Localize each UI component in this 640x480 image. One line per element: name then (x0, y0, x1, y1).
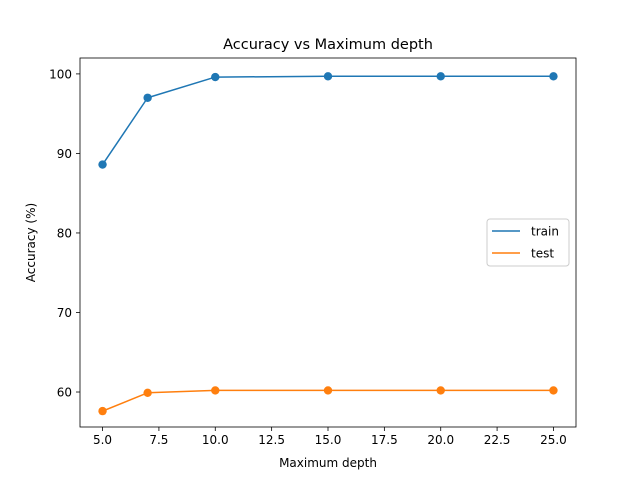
y-tick-label: 70 (57, 306, 72, 320)
train-line (101, 75, 555, 166)
x-tick-label: 22.5 (484, 433, 511, 447)
test-point (98, 406, 107, 416)
y-tick-label: 90 (57, 147, 72, 161)
x-tick-label: 10.0 (202, 433, 229, 447)
x-axis-ticks: 5.0 7.5 10.0 12.5 15.0 17.5 20.0 22.5 25.0 (93, 427, 567, 447)
x-tick-label: 7.5 (149, 433, 168, 447)
y-tick-label: 80 (57, 226, 72, 240)
legend-label-test: test (531, 247, 554, 261)
test-point (436, 386, 445, 395)
series-train (98, 72, 558, 169)
y-tick-label: 100 (49, 67, 72, 81)
train-point (98, 160, 107, 169)
chart-title: Accuracy vs Maximum depth (223, 37, 433, 53)
test-point (549, 386, 558, 395)
plot-frame (79, 57, 577, 428)
y-axis-ticks: 60 70 80 90 100 (49, 67, 80, 400)
y-axis-label: Accuracy (%) (24, 203, 38, 282)
x-tick-label: 20.0 (427, 433, 454, 447)
x-tick-label: 12.5 (258, 433, 285, 447)
series-layer (98, 72, 558, 416)
x-axis-label: Maximum depth (279, 456, 377, 470)
x-tick-label: 5.0 (93, 433, 112, 447)
train-point (143, 93, 152, 102)
test-point (143, 388, 152, 398)
test-point (211, 386, 220, 395)
test-point (323, 386, 333, 395)
train-point (436, 72, 445, 81)
y-tick-label: 60 (57, 386, 72, 400)
train-point (323, 72, 333, 81)
test-line (101, 389, 555, 413)
legend-label-train: train (531, 225, 559, 239)
train-point (211, 72, 220, 82)
legend: train test (486, 218, 570, 267)
x-tick-label: 17.5 (371, 433, 398, 447)
series-test (98, 386, 558, 416)
x-tick-label: 15.0 (315, 433, 342, 447)
x-tick-label: 25.0 (540, 433, 567, 447)
train-point (549, 72, 558, 81)
